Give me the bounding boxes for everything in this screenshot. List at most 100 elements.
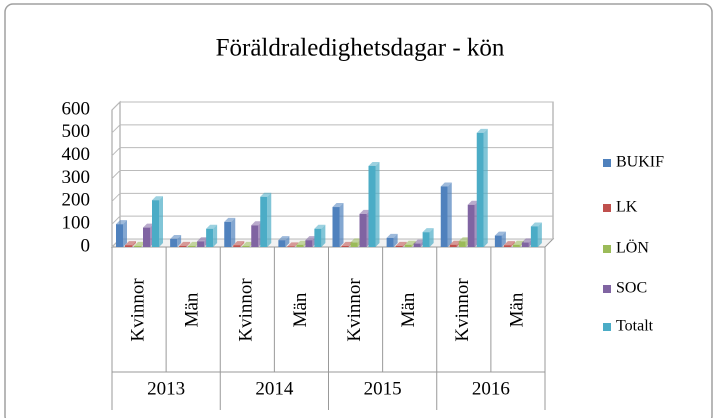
bar xyxy=(143,227,150,247)
bar-top xyxy=(143,223,154,228)
grid-line xyxy=(111,192,553,202)
y-tick-label: 300 xyxy=(62,167,91,188)
bar xyxy=(341,245,349,247)
x-tick-label: Män xyxy=(398,292,419,327)
bar xyxy=(152,200,159,247)
bar-top xyxy=(512,240,524,245)
bar xyxy=(503,245,511,247)
grid-line xyxy=(111,101,553,111)
y-tick-label: 600 xyxy=(62,98,91,119)
bar-top xyxy=(350,238,362,243)
bar-side xyxy=(159,196,163,247)
bar xyxy=(368,165,376,247)
bar-side xyxy=(510,241,515,247)
bar xyxy=(476,132,484,247)
legend-swatch xyxy=(603,323,611,331)
bar-top xyxy=(521,238,533,243)
bar-side xyxy=(393,233,398,247)
bar xyxy=(260,196,268,247)
bar-side xyxy=(321,224,326,247)
bar-top xyxy=(224,217,236,222)
bar-side xyxy=(537,222,542,247)
legend-swatch xyxy=(603,204,611,212)
bar xyxy=(134,245,141,247)
legend-swatch xyxy=(603,285,611,293)
x-tick-label: Män xyxy=(290,292,311,327)
bar-top xyxy=(260,192,272,197)
bar-top xyxy=(503,241,515,246)
bar-top xyxy=(359,209,371,214)
chart-border xyxy=(4,3,713,418)
bar-top xyxy=(332,203,344,208)
bar xyxy=(233,245,241,247)
bar-top xyxy=(395,241,407,246)
x-tick-label: Kvinnor xyxy=(236,278,257,342)
bar xyxy=(251,225,259,247)
bar-top xyxy=(278,236,290,241)
bar-side xyxy=(483,128,488,247)
grid-line xyxy=(111,215,553,225)
bar-top xyxy=(116,220,127,225)
bar-top xyxy=(494,231,506,236)
bar-top xyxy=(368,161,380,166)
bar-side xyxy=(132,241,136,247)
bar-side xyxy=(375,161,380,247)
bar xyxy=(296,244,304,247)
bar xyxy=(494,235,502,247)
bar-top xyxy=(206,224,218,229)
bar xyxy=(350,242,358,247)
bar-side xyxy=(294,242,299,247)
bar-top xyxy=(125,241,136,246)
y-tick-label: 200 xyxy=(62,190,91,211)
bar-side xyxy=(213,224,218,247)
bar-side xyxy=(177,235,182,247)
bar-top xyxy=(287,242,299,247)
x-tick-label: Män xyxy=(506,292,527,327)
bar xyxy=(332,207,340,247)
bar-top xyxy=(458,237,470,242)
group-label: 2014 xyxy=(255,378,294,399)
bar-top xyxy=(134,241,145,246)
bar-top xyxy=(251,221,263,226)
x-tick-label: Kvinnor xyxy=(344,278,365,342)
bar xyxy=(521,242,529,247)
bar-top xyxy=(386,233,398,238)
legend-swatch xyxy=(603,245,611,253)
bar-side xyxy=(447,182,452,247)
y-tick-label: 0 xyxy=(81,235,91,256)
bar xyxy=(395,245,403,247)
bar-side xyxy=(267,192,272,247)
legend-swatch xyxy=(603,159,611,167)
chart-title: Föräldraledighetsdagar - kön xyxy=(216,35,505,62)
group-label: 2016 xyxy=(472,378,510,399)
bar-top xyxy=(341,241,353,246)
x-tick-label: Kvinnor xyxy=(452,278,473,342)
bar-side xyxy=(123,220,127,247)
bar-top xyxy=(449,240,461,245)
bar xyxy=(422,232,430,247)
bar-top xyxy=(242,241,254,246)
bar-top xyxy=(197,237,209,242)
bar xyxy=(512,244,520,247)
bar-top xyxy=(170,235,182,240)
bar-top xyxy=(233,241,245,246)
legend-label: LÖN xyxy=(616,239,649,257)
bar xyxy=(278,240,286,247)
legend-label: BUKIF xyxy=(616,154,664,171)
bar-top xyxy=(296,240,308,245)
grid-line xyxy=(111,147,553,157)
bar xyxy=(449,244,457,247)
bar xyxy=(287,246,295,247)
bar xyxy=(467,204,475,247)
bar-top xyxy=(476,128,488,133)
legend-label: SOC xyxy=(616,280,647,297)
bar xyxy=(404,244,412,247)
bar xyxy=(170,239,178,247)
bar xyxy=(530,226,538,247)
bar xyxy=(359,213,367,247)
bar xyxy=(242,245,250,247)
bar-top xyxy=(404,240,416,245)
bar xyxy=(116,224,123,247)
legend-label: LK xyxy=(616,199,638,216)
